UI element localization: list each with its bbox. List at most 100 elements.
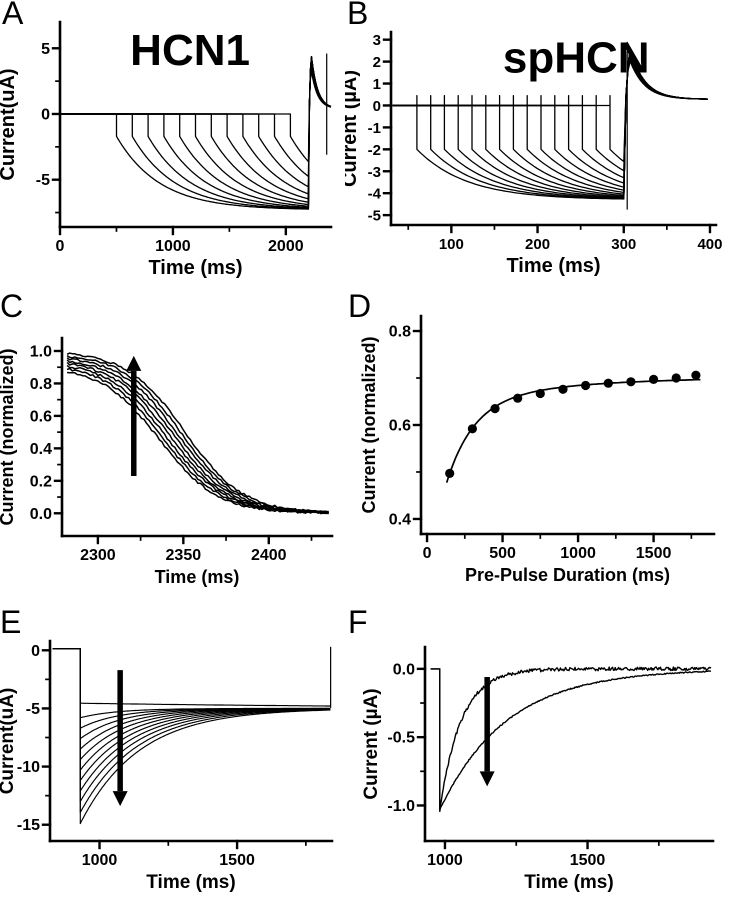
traces: [60, 55, 332, 210]
data-point: [603, 378, 613, 388]
x-tick-label: 2000: [268, 238, 304, 255]
y-tick-label: 0: [31, 643, 40, 660]
x-tick-label: 0: [423, 545, 432, 562]
trace: [52, 648, 331, 814]
y-tick-label: 0.6: [389, 418, 411, 435]
data-point: [691, 370, 701, 380]
y-tick-label: 3: [373, 32, 381, 49]
y-tick-label: -1: [368, 120, 381, 137]
x-tick-label: 100: [439, 236, 464, 253]
traces: [66, 352, 330, 515]
y-tick-label: 5: [41, 41, 50, 58]
y-tick-label: 0.8: [389, 324, 411, 341]
panel-f: F 1000 1500 0.0 -0.5 -1.0 Time (ms) Current (µ…: [345, 604, 730, 899]
trace: [66, 367, 329, 515]
y-axis-label: Current (µA): [361, 688, 382, 799]
y-tick-label: -5: [26, 701, 40, 718]
x-tick-label: 1000: [560, 545, 596, 562]
axes: [412, 314, 716, 543]
panel-letter-d: D: [348, 288, 372, 324]
data-point: [581, 380, 591, 391]
x-axis-label: Time (ms): [146, 872, 235, 893]
x-tick-label: 2300: [80, 547, 116, 564]
panel-c: C 2300 2350 2400 1.0 0.8 0.6 0.4 0.2 0.0 Time (ms…: [0, 288, 345, 600]
x-tick-label: 1000: [427, 852, 463, 869]
traces: [392, 49, 708, 200]
data-point: [649, 374, 659, 384]
trace: [66, 364, 329, 515]
axes: [51, 20, 333, 236]
y-tick-label: 0: [41, 106, 50, 123]
hcn1-recovery-traces-chart: 1000 1500 0 -5 -10 -15 Time (ms) Current(uA): [0, 639, 334, 893]
x-axis-label: Pre-Pulse Duration (ms): [465, 565, 670, 585]
y-tick-label: 1: [373, 76, 381, 93]
x-axis-label: Time (ms): [524, 872, 613, 893]
trace: [52, 648, 331, 707]
y-tick-label: -5: [368, 208, 381, 225]
trace: [430, 666, 712, 813]
panel-d: D 0 500 1000 1500 0.8 0.6 0.4 Pre-Pulse Duratio…: [345, 288, 730, 600]
x-tick-label: 2400: [251, 547, 287, 564]
sphcn-activation-traces-chart: 100 200 300 400 3 2 1 0 -1 -2 -3 -4 -5 Time (ms) Curre…: [345, 30, 722, 277]
arrow-annotation: [126, 355, 142, 476]
y-tick-label: 0.4: [30, 441, 52, 458]
trace: [66, 355, 330, 514]
sphcn-recovery-traces-chart: 1000 1500 0.0 -0.5 -1.0 Time (ms) Current (µA): [361, 645, 715, 893]
panel-a: A 0 1000 2000 5 0 -5 Time (ms) Current(uA) HCN1: [0, 0, 345, 289]
y-axis-label: Current (normalized): [359, 336, 379, 513]
y-tick-label: -2: [368, 142, 381, 159]
trace: [66, 352, 330, 514]
hcn1-activation-traces-chart: 0 1000 2000 5 0 -5 Time (ms) Current(uA) HCN1: [0, 20, 333, 279]
panel-letter-e: E: [0, 604, 22, 640]
y-axis-label: Current (µA): [345, 70, 361, 187]
x-tick-label: 0: [56, 238, 65, 255]
x-tick-label: 400: [697, 236, 722, 253]
y-axis-label: Current(uA): [0, 688, 18, 795]
y-tick-label: 0.4: [389, 511, 411, 528]
y-axis-label: Current (normalized): [0, 348, 17, 525]
y-tick-label: -0.5: [387, 730, 415, 747]
y-tick-label: -15: [17, 817, 40, 834]
axes: [382, 30, 718, 234]
trace: [52, 648, 331, 761]
y-tick-label: 0.6: [30, 408, 52, 425]
x-axis-label: Time (ms): [506, 255, 600, 277]
x-tick-label: 1500: [636, 545, 672, 562]
plot-title: spHCN: [503, 34, 650, 83]
y-tick-label: -3: [368, 164, 381, 181]
y-tick-label: -1.0: [387, 798, 415, 815]
scatter-points: [445, 370, 701, 478]
trace: [66, 359, 329, 514]
trace: [52, 648, 331, 750]
trace: [60, 70, 332, 163]
panel-letter-b: B: [347, 0, 369, 31]
x-tick-label: 1500: [570, 852, 606, 869]
data-point: [535, 388, 545, 399]
y-tick-label: 0.0: [393, 661, 415, 678]
data-point: [445, 468, 455, 478]
x-tick-label: 1500: [219, 852, 255, 869]
y-tick-label: 0.2: [30, 473, 52, 490]
x-tick-label: 1000: [155, 238, 191, 255]
trace: [52, 648, 331, 825]
panel-b: B 100 200 300 400 3 2 1 0 -1 -2 -3 -4 -5 Time (ms) Cur…: [345, 0, 730, 289]
panel-letter-a: A: [2, 0, 24, 31]
y-tick-label: -4: [368, 186, 382, 203]
data-point: [513, 393, 523, 403]
x-tick-label: 2350: [166, 547, 202, 564]
x-tick-label: 500: [489, 545, 516, 562]
traces: [52, 648, 331, 825]
x-tick-label: 200: [525, 236, 550, 253]
plot-title: HCN1: [130, 26, 250, 75]
x-tick-label: 300: [611, 236, 636, 253]
arrow-annotation: [112, 670, 128, 807]
y-tick-label: 1.0: [30, 343, 52, 360]
fit-line: [445, 378, 701, 483]
data-point: [558, 384, 568, 394]
y-tick-label: 0: [373, 98, 381, 115]
y-tick-label: 0.0: [30, 506, 52, 523]
y-tick-label: 0.8: [30, 376, 52, 393]
y-tick-label: -10: [17, 759, 40, 776]
axes: [41, 639, 334, 850]
